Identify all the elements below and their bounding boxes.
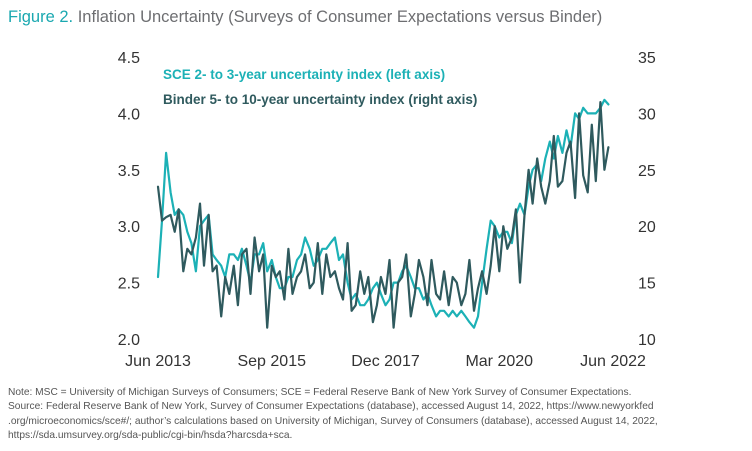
right-axis-tick-label: 30 [638, 106, 656, 123]
right-axis-tick-label: 20 [638, 219, 656, 236]
figure-title-text: Inflation Uncertainty (Surveys of Consum… [77, 8, 603, 26]
inflation-uncertainty-chart: 2.0 2.5 3.0 3.5 4.0 4.5 10 15 20 25 30 35 Jun 2013 Se… [118, 50, 656, 370]
note-line: Source: Federal Reserve Bank of New York… [8, 401, 654, 413]
x-axis-tick-label: Dec 2017 [351, 353, 420, 370]
source-notes: Note: MSC = University of Michigan Surve… [8, 386, 748, 443]
legend-binder: Binder 5- to 10-year uncertainty index (… [163, 92, 477, 107]
right-axis-tick-label: 15 [638, 276, 656, 293]
left-axis-tick-label: 2.0 [118, 332, 140, 349]
left-axis-tick-label: 3.0 [118, 219, 140, 236]
left-axis-tick-label: 2.5 [118, 276, 140, 293]
left-axis-tick-label: 4.0 [118, 106, 140, 123]
x-axis-tick-label: Mar 2020 [465, 353, 533, 370]
note-line: .org/microeconomics/sce#/; author’s calc… [8, 415, 658, 427]
left-axis-tick-label: 3.5 [118, 163, 140, 180]
right-axis-tick-label: 25 [638, 163, 656, 180]
right-axis-tick-label: 35 [638, 50, 656, 67]
binder-uncertainty-line [156, 100, 610, 329]
sce-uncertainty-line [156, 98, 610, 329]
x-axis-tick-label: Jun 2022 [580, 353, 646, 370]
note-line: https://sda.umsurvey.org/sda-public/cgi-… [8, 429, 293, 441]
figure-title: Figure 2. Inflation Uncertainty (Surveys… [8, 8, 602, 27]
legend-sce: SCE 2- to 3-year uncertainty index (left… [163, 67, 445, 82]
right-axis-tick-label: 10 [638, 332, 656, 349]
figure-label: Figure 2. [8, 8, 74, 26]
left-axis-tick-label: 4.5 [118, 50, 140, 67]
x-axis-tick-label: Sep 2015 [237, 353, 306, 370]
x-axis-tick-label: Jun 2013 [125, 353, 191, 370]
note-line: Note: MSC = University of Michigan Surve… [8, 387, 632, 398]
